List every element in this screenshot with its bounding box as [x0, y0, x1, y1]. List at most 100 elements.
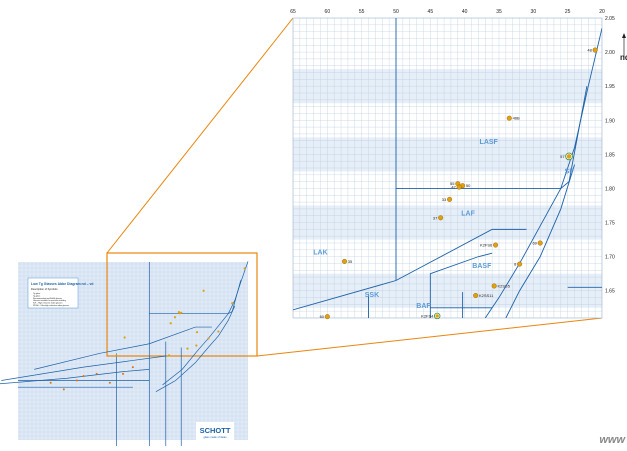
point-marker	[456, 184, 462, 190]
zoom-connector-bottom	[256, 317, 603, 357]
point-marker	[447, 196, 453, 202]
overview-point	[207, 337, 210, 340]
logo-brand: SCHOTT	[200, 426, 231, 435]
point-label: 48	[587, 48, 592, 53]
overview-boundary	[155, 305, 236, 392]
data-point: K2FS4	[421, 312, 441, 320]
overview-point	[108, 381, 111, 384]
zoom-connector-top	[106, 17, 294, 254]
y-tick-label: 1.85	[605, 152, 615, 158]
legend-box	[27, 277, 79, 309]
point-label: 8	[514, 262, 517, 267]
point-marker	[537, 240, 543, 246]
region-label: BAF	[416, 303, 431, 310]
point-label: 46B	[513, 116, 520, 121]
logo-box	[196, 422, 234, 440]
point-marker	[342, 258, 348, 264]
y-tick-label: 1.65	[605, 289, 615, 295]
region-label: LAK	[313, 250, 327, 257]
point-marker	[592, 47, 598, 53]
overview-point	[122, 372, 125, 375]
zoom-frame	[106, 252, 258, 357]
overview-point	[195, 331, 199, 334]
legend-item: Tg-glass	[33, 295, 40, 297]
region-label: LAF	[461, 211, 475, 218]
overview-boundary	[0, 369, 150, 385]
boundary-baf-upper	[429, 252, 493, 318]
region-label: SSK	[365, 292, 379, 299]
y-axis-label: nd	[620, 53, 627, 62]
overview-point	[75, 379, 78, 382]
overview-boundaries	[0, 261, 249, 446]
point-label: K2SS5	[497, 283, 510, 288]
data-point: 8	[514, 261, 523, 267]
data-point: 60	[320, 314, 330, 320]
overview-point	[178, 312, 181, 315]
overview-point	[231, 302, 234, 305]
overview-point	[82, 375, 85, 378]
overview-point	[167, 354, 171, 357]
legend-item: Tg-glass	[33, 293, 40, 295]
legend-title: Low Tg Glasses Abbe Diagram nd – vd	[31, 282, 93, 286]
boundary-sf-inner	[505, 164, 575, 318]
y-tick-label: 1.80	[605, 186, 615, 192]
overview-point	[202, 289, 205, 292]
overview-boundary	[34, 326, 212, 370]
y-tick-label: 1.95	[605, 84, 615, 90]
point-marker	[491, 283, 497, 289]
region-label: SF	[565, 168, 575, 175]
overview-poster: Low Tg Glasses Abbe Diagram nd – vdDescr…	[0, 252, 258, 446]
overview-point	[115, 354, 118, 357]
point-marker	[473, 293, 479, 299]
region-boundaries	[293, 18, 602, 318]
overview-point	[131, 366, 134, 369]
overview-point	[62, 388, 65, 391]
data-point: 48	[587, 47, 598, 53]
point-label: 47	[451, 185, 456, 190]
legend-subtitle: Description of Symbols	[31, 287, 58, 291]
y-tick-label: 2.05	[605, 16, 615, 22]
data-point: 37	[433, 215, 444, 220]
data-point: K2FS6	[480, 242, 499, 248]
overview-point	[195, 344, 198, 347]
boundary-lak-lower	[293, 228, 527, 311]
grid	[293, 18, 602, 318]
point-label: 69	[532, 241, 537, 246]
overview-point	[243, 267, 246, 270]
legend-item: Recommended and RoHS glasses	[33, 298, 62, 300]
overview-boundary	[1, 355, 166, 381]
data-point: 57	[560, 152, 573, 161]
overview-boundary	[149, 280, 242, 315]
x-tick-label: 30	[531, 9, 537, 15]
x-tick-label: 40	[462, 9, 468, 15]
point-marker	[493, 242, 499, 248]
x-tick-label: 35	[496, 9, 502, 15]
point-label: K2FS6	[480, 243, 493, 248]
point-label: 60	[320, 314, 325, 319]
point-marker	[566, 154, 572, 159]
point-label: 55	[450, 181, 455, 186]
x-tick-label: 50	[393, 9, 399, 15]
corner-url-text: www	[599, 434, 625, 446]
data-point: 47	[451, 184, 462, 190]
overview-point	[186, 347, 189, 350]
x-tick-label: 25	[565, 9, 571, 15]
overview-point	[49, 381, 52, 384]
y-tick-label: 1.90	[605, 118, 615, 124]
point-marker	[517, 261, 523, 267]
point-label: 37	[433, 215, 438, 220]
region-label: LASF	[480, 139, 499, 146]
region-label: BASF	[472, 263, 492, 270]
data-point: 46B	[506, 115, 520, 121]
x-tick-label: 45	[428, 9, 434, 15]
point-label: 33	[442, 197, 447, 202]
legend-item: N-F – High refractive index glasses	[33, 302, 62, 305]
zoomed-chart: LASF SF LAF LAK BASF SSK BAF 65 60 55 50 45 40 35 30 25…	[290, 9, 627, 320]
point-label: K2FS4	[421, 313, 434, 318]
logo-tagline: glass made of ideas	[203, 435, 227, 439]
data-point: 69	[532, 240, 543, 246]
point-label: 50	[466, 183, 471, 188]
point-marker	[435, 314, 439, 318]
overview-point	[217, 330, 220, 333]
